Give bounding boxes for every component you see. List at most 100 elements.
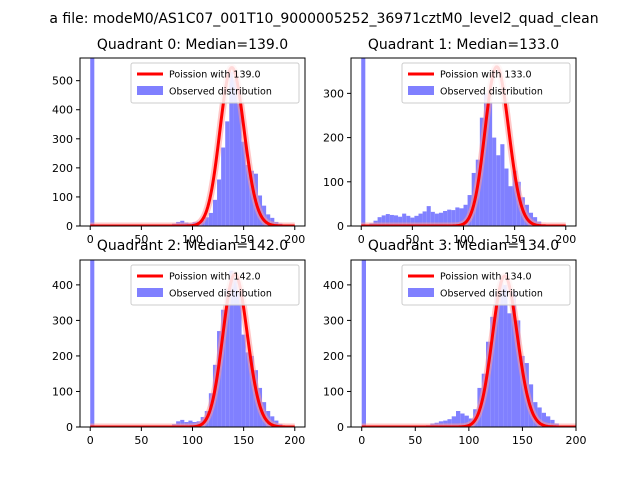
y-tick-label: 200 xyxy=(323,132,344,145)
x-tick-label: 0 xyxy=(358,233,365,246)
legend-observed-label: Observed distribution xyxy=(169,87,272,98)
histogram-bar xyxy=(511,291,516,427)
histogram-bar xyxy=(512,170,517,226)
histogram-bar xyxy=(217,179,222,226)
histogram-bar xyxy=(418,213,423,226)
y-tick-label: 500 xyxy=(52,75,73,88)
y-tick-label: 200 xyxy=(323,350,344,363)
histogram-bar xyxy=(459,208,464,226)
y-tick-label: 400 xyxy=(323,279,344,292)
histogram-bar xyxy=(402,213,407,226)
histogram-bar xyxy=(463,204,468,226)
legend-box xyxy=(401,264,571,306)
plot-area-3 xyxy=(359,260,576,427)
subplot-title-2: Quadrant 2: Median=142.0 xyxy=(97,238,288,254)
y-tick-label: 200 xyxy=(52,350,73,363)
histogram-bar xyxy=(221,309,226,427)
y-tick-label: 200 xyxy=(52,162,73,175)
legend-poisson-label: Poission with 142.0 xyxy=(169,272,261,283)
histogram-bar xyxy=(426,206,431,226)
histogram-bar xyxy=(546,416,551,427)
histogram-bar xyxy=(212,199,218,226)
histogram-bar xyxy=(456,411,461,427)
legend-box xyxy=(130,62,300,104)
histogram-bar xyxy=(90,260,95,427)
histogram-bar xyxy=(516,320,521,427)
histogram-bar xyxy=(507,313,512,427)
x-tick-label: 50 xyxy=(134,434,148,447)
histogram-bar xyxy=(490,316,495,427)
y-tick-label: 0 xyxy=(66,220,73,233)
histogram-bar xyxy=(460,413,465,427)
x-tick-label: 150 xyxy=(504,233,525,246)
x-tick-label: 200 xyxy=(284,233,305,246)
histogram-bar xyxy=(422,211,427,226)
y-tick-label: 300 xyxy=(323,87,344,100)
legend-observed-swatch xyxy=(408,86,434,95)
histogram-bar xyxy=(541,412,546,427)
histogram-bar xyxy=(503,284,508,427)
histogram-bar xyxy=(233,277,238,427)
histogram-bar xyxy=(508,186,513,226)
subplot-quadrant-1: Quadrant 1: Median=133.0 0 50 100 150 200 0 10… xyxy=(323,37,577,246)
histogram-bar xyxy=(241,334,246,427)
histogram-bar xyxy=(504,168,509,226)
subplot-quadrant-3: Quadrant 3: Median=134.0 0 50 100 150 200 0 10… xyxy=(323,238,587,447)
legend-observed-label: Observed distribution xyxy=(169,289,272,300)
x-tick-label: 0 xyxy=(87,233,94,246)
y-tick-label: 100 xyxy=(52,385,73,398)
plot-area-1 xyxy=(358,58,569,226)
x-tick-label: 200 xyxy=(555,233,576,246)
legend-poisson-label: Poission with 133.0 xyxy=(440,70,532,81)
histogram-bar xyxy=(414,215,419,226)
y-tick-label: 0 xyxy=(66,421,73,434)
histogram-bar xyxy=(447,419,452,427)
histogram-bar xyxy=(455,207,460,226)
poisson-curve-line xyxy=(360,65,567,226)
x-tick-label: 0 xyxy=(87,434,94,447)
y-tick-label: 400 xyxy=(52,104,73,117)
subplot-title-3: Quadrant 3: Median=134.0 xyxy=(368,238,559,254)
histogram-bar xyxy=(204,217,209,226)
x-tick-label: 50 xyxy=(134,233,148,246)
x-tick-label: 100 xyxy=(182,434,203,447)
x-tick-label: 100 xyxy=(458,434,479,447)
x-tick-label: 0 xyxy=(358,434,365,447)
histogram-bar xyxy=(249,355,254,427)
histogram-bar xyxy=(241,141,246,226)
histogram-bar xyxy=(406,215,411,226)
legend-box xyxy=(401,62,571,104)
histogram-bar xyxy=(447,209,452,226)
y-tick-label: 300 xyxy=(52,133,73,146)
y-tick-label: 0 xyxy=(337,421,344,434)
histogram-bar xyxy=(361,260,366,427)
legend-observed-swatch xyxy=(137,288,163,297)
histogram-bar xyxy=(520,355,525,427)
histogram-bar xyxy=(225,288,230,427)
histogram-bar xyxy=(221,147,226,226)
legend-poisson-label: Poission with 134.0 xyxy=(440,272,532,283)
legend-poisson-label: Poission with 139.0 xyxy=(169,70,261,81)
y-tick-label: 400 xyxy=(52,279,73,292)
legend-observed-label: Observed distribution xyxy=(440,87,543,98)
histogram-bar xyxy=(245,164,250,226)
histogram-bar xyxy=(180,419,185,427)
y-tick-label: 300 xyxy=(52,314,73,327)
histogram-bar xyxy=(361,58,366,226)
histogram-bar xyxy=(377,217,382,226)
x-tick-label: 100 xyxy=(453,233,474,246)
histogram-bar xyxy=(237,103,242,226)
y-tick-label: 100 xyxy=(323,385,344,398)
histogram-bar xyxy=(410,217,415,226)
histogram-bar xyxy=(464,415,469,427)
histogram-bar xyxy=(496,155,501,226)
legend-observed-label: Observed distribution xyxy=(440,289,543,300)
histogram-bar xyxy=(90,58,95,226)
legend-box xyxy=(130,264,300,306)
x-tick-label: 50 xyxy=(408,434,422,447)
histogram-bar xyxy=(389,214,394,226)
x-tick-label: 150 xyxy=(233,434,254,447)
y-tick-label: 100 xyxy=(52,191,73,204)
x-tick-label: 50 xyxy=(405,233,419,246)
histogram-bar xyxy=(451,416,456,427)
